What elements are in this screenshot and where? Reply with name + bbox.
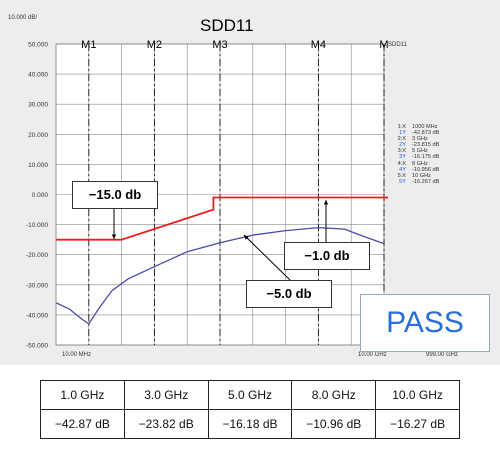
marker-readout: 1:X 1000 MHz 1Y -42.873 dB 2:X 3 GHz 2Y -23.815… [388,124,488,185]
y-tick-label: 30.000 [28,102,48,109]
table-cell: 3.0 GHz [123,380,209,410]
readout-key: 4:X [397,160,406,167]
table-row: −42.87 dB −23.82 dB −16.18 dB −10.96 dB … [40,409,460,439]
table-cell: −42.87 dB [40,409,125,439]
readout-value: -10.956 dB [412,166,440,173]
readout-row: 4:X 8 GHz [388,161,488,167]
table-cell: −16.18 dB [207,409,293,439]
readout-row: 1:X 1000 MHz [388,124,488,130]
table-cell: 1.0 GHz [40,380,125,410]
x-end-label: 10.00 GHz [358,352,387,358]
readout-key: 5:X [397,172,406,179]
y-tick-label: -10.000 [26,222,48,229]
y-tick-label: 50.000 [28,42,48,49]
readout-key: 1Y [399,130,406,137]
y-tick-label: 20.000 [28,132,48,139]
readout-row: 4Y -10.956 dB [388,167,488,173]
readout-value: -16.267 dB [412,178,440,185]
marker-label: M2 [147,39,162,51]
table-cell: 5.0 GHz [207,380,293,410]
marker-label: M4 [311,39,326,51]
callout-limit-high: −1.0 db [284,242,370,270]
arrow-limit-mid-head [244,235,249,240]
table-cell: −10.96 dB [291,409,377,439]
limit-line [56,196,384,241]
readout-key: 2Y [399,142,406,149]
y-tick-label: 10.000 [28,162,48,169]
readout-row: 5:X 10 GHz [388,173,488,179]
arrow-limit-low-head [111,234,117,239]
readout-key: 4Y [399,166,406,173]
readout-value: -16.175 dB [412,154,440,161]
table-cell: 10.0 GHz [375,380,460,410]
arrow-limit-high-head [323,200,329,205]
readout-key: 1:X [397,124,406,130]
readout-value: 5 GHz [412,148,428,155]
table-cell: 8.0 GHz [291,380,377,410]
marker-label: M [379,39,388,51]
readout-value: -42.873 dB [412,130,440,137]
y-tick-label: -30.000 [26,282,48,289]
readout-key: 3:X [397,148,406,155]
plot-panel: 50.000 40.000 30.000 20.000 10.000 0.000 -10.0… [0,0,500,365]
chart-title: SDD11 [200,16,254,35]
side-trace-label: SDD11 [388,42,407,48]
readout-value: 1000 MHz [412,124,438,130]
y-tick-label: -50.000 [26,343,48,350]
results-table: 1.0 GHz 3.0 GHz 5.0 GHz 8.0 GHz 10.0 GHz… [40,380,460,439]
marker-label: M1 [81,39,96,51]
x-extra-label: 999.00 GHz [426,352,459,358]
y-tick-label: 0.000 [32,192,49,199]
callout-limit-low: −15.0 db [72,181,158,209]
readout-row: 1Y -42.873 dB [388,130,488,136]
readout-value: 10 GHz [412,172,431,179]
table-cell: −23.82 dB [123,409,209,439]
readout-key: 3Y [399,154,406,161]
marker-label: M3 [212,39,227,51]
table-header-row: 1.0 GHz 3.0 GHz 5.0 GHz 8.0 GHz 10.0 GHz [40,380,460,410]
readout-row: 3:X 5 GHz [388,148,488,154]
pass-badge: PASS [360,294,490,352]
y-tick-label: -40.000 [26,312,48,319]
readout-row: 5Y -16.267 dB [388,179,488,185]
sdd11-trace [56,226,385,325]
readout-value: 3 GHz [412,136,428,143]
readout-row: 2Y -23.815 dB [388,142,488,148]
readout-value: 8 GHz [412,160,428,167]
y-tick-label: 40.000 [28,72,48,79]
y-tick-label: -20.000 [26,252,48,259]
table-cell: −16.27 dB [375,409,460,439]
readout-row: 3Y -16.175 dB [388,154,488,160]
readout-key: 5Y [399,178,406,185]
y-scale-label: 10.000 dB/ [8,15,38,21]
readout-key: 2:X [397,136,406,143]
readout-value: -23.815 dB [412,142,440,149]
callout-limit-mid: −5.0 db [246,280,332,308]
readout-row: 2:X 3 GHz [388,136,488,142]
arrow-limit-mid [243,234,291,281]
x-start-label: 10.00 MHz [62,352,92,358]
